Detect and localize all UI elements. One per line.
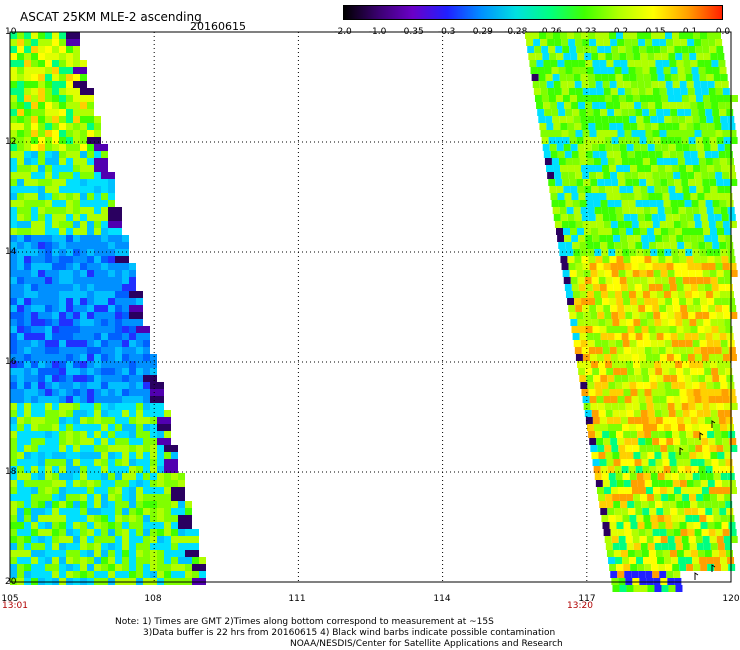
x-tick-label: 111 <box>288 594 306 604</box>
x-tick-label: 117 <box>578 594 596 604</box>
pass-time-label: 13:20 <box>567 601 593 611</box>
y-tick-label: 16 <box>5 357 17 367</box>
wind-barb-icon <box>711 420 716 428</box>
y-tick-label: 12 <box>5 137 17 147</box>
map-frame <box>9 31 732 583</box>
y-tick-label: 14 <box>5 247 17 257</box>
swath-right <box>525 32 738 592</box>
colorbar <box>343 5 723 20</box>
wind-barb-icon <box>679 447 684 455</box>
x-tick-label: 108 <box>144 594 162 604</box>
wind-barb-icon <box>711 564 716 572</box>
footnote-line: Note: 1) Times are GMT 2)Times along bot… <box>115 617 494 627</box>
y-tick-label: 18 <box>5 467 17 477</box>
swath-left <box>10 32 206 585</box>
y-tick-label: 10 <box>5 27 17 37</box>
map-date: 20160615 <box>190 20 246 33</box>
colorbar-gradient <box>344 6 722 19</box>
x-tick-label: 114 <box>433 594 451 604</box>
y-tick-label: 20 <box>5 577 17 587</box>
map-title: ASCAT 25KM MLE-2 ascending <box>20 10 202 24</box>
wind-barb-icon <box>699 432 704 440</box>
footnote-line: NOAA/NESDIS/Center for Satellite Applica… <box>290 639 563 649</box>
wind-barb-icon <box>694 572 699 580</box>
pass-time-label: 13:01 <box>2 601 28 611</box>
wind-barbs <box>679 420 716 580</box>
footnote-line: 3)Data buffer is 22 hrs from 20160615 4)… <box>143 628 556 638</box>
x-tick-label: 120 <box>722 594 740 604</box>
x-tick-label: 105 <box>1 594 19 604</box>
